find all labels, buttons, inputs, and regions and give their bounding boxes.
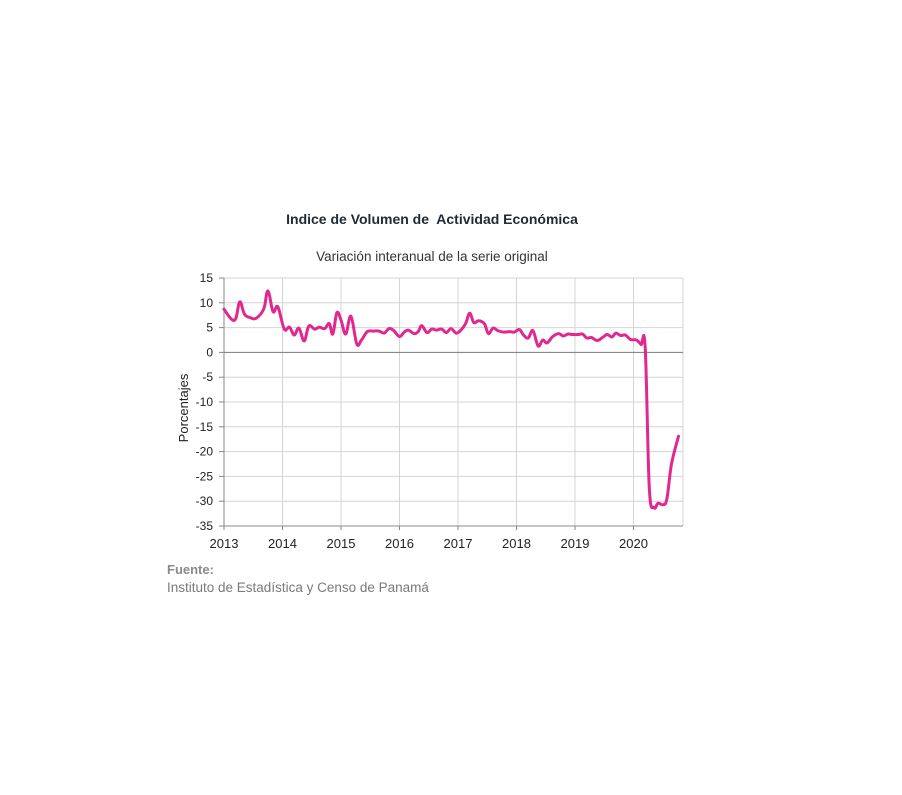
x-tick-label: 2013: [210, 536, 239, 551]
y-tick-label: -5: [202, 370, 213, 384]
y-tick-label: -20: [196, 445, 214, 459]
y-tick-label: -35: [196, 519, 214, 533]
series-line-0: [222, 289, 680, 510]
x-tick-label: 2017: [444, 536, 473, 551]
x-tick-label: 2016: [385, 536, 414, 551]
x-tick-label: 2019: [561, 536, 590, 551]
y-tick-label: 0: [206, 345, 213, 359]
x-tick-label: 2020: [619, 536, 648, 551]
axes: [219, 277, 683, 530]
y-tick-label: -15: [196, 420, 214, 434]
chart-title: Indice de Volumen de Actividad Económica: [286, 211, 578, 227]
x-tick-label: 2018: [502, 536, 531, 551]
chart-subtitle: Variación interanual de la serie origina…: [316, 249, 548, 264]
y-axis-label: Porcentajes: [176, 373, 191, 442]
y-tick-label: 10: [200, 296, 214, 310]
y-tick-label: -25: [196, 469, 214, 483]
grid: [224, 277, 684, 527]
x-tick-label: 2015: [327, 536, 356, 551]
tick-labels: 15 10 5 0 -5 -10 -15 -20 -25 -30 -35 2013 2014 2015 20…: [196, 271, 648, 551]
y-tick-label: -30: [196, 494, 214, 508]
source-heading: Fuente:: [167, 562, 214, 577]
source-text: Instituto de Estadística y Censo de Pana…: [167, 580, 429, 595]
y-tick-label: 15: [200, 271, 214, 285]
series-layer: [222, 289, 680, 510]
y-tick-label: -10: [196, 395, 214, 409]
x-tick-label: 2014: [268, 536, 297, 551]
y-tick-label: 5: [206, 321, 213, 335]
